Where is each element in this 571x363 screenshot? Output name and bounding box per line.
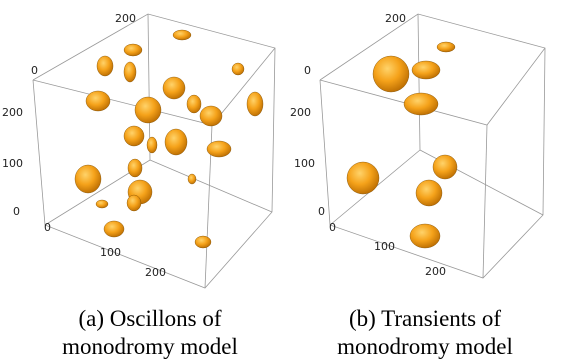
- tick-label: 100: [294, 157, 315, 170]
- tick-label: 200: [115, 12, 136, 25]
- tick-label: 100: [374, 240, 395, 253]
- tick-label: 0: [44, 221, 51, 234]
- tick-label: 0: [13, 205, 20, 218]
- tick-label: 0: [329, 221, 336, 234]
- tick-label: 200: [2, 106, 23, 119]
- tick-label: 200: [145, 266, 166, 279]
- panel-b: 200 0 200 100 0 0 100 200 (b) Transients…: [290, 12, 545, 359]
- transients: [347, 42, 457, 248]
- oscillons: [75, 30, 263, 248]
- panel-a: 200 0 200 100 0 0 100 200 (a) Oscillons …: [2, 12, 275, 359]
- caption: (a) Oscillons of: [78, 306, 221, 331]
- figure: 200 0 200 100 0 0 100 200 (a) Oscillons …: [0, 0, 571, 363]
- tick-label: 0: [304, 64, 311, 77]
- tick-label: 200: [290, 106, 311, 119]
- tick-label: 100: [100, 246, 121, 259]
- tick-label: 100: [2, 157, 23, 170]
- caption: monodromy model: [337, 334, 513, 359]
- tick-label: 0: [31, 64, 38, 77]
- tick-label: 0: [318, 205, 325, 218]
- caption: monodromy model: [62, 334, 238, 359]
- tick-label: 200: [425, 265, 446, 278]
- tick-label: 200: [385, 12, 406, 25]
- caption: (b) Transients of: [349, 306, 501, 331]
